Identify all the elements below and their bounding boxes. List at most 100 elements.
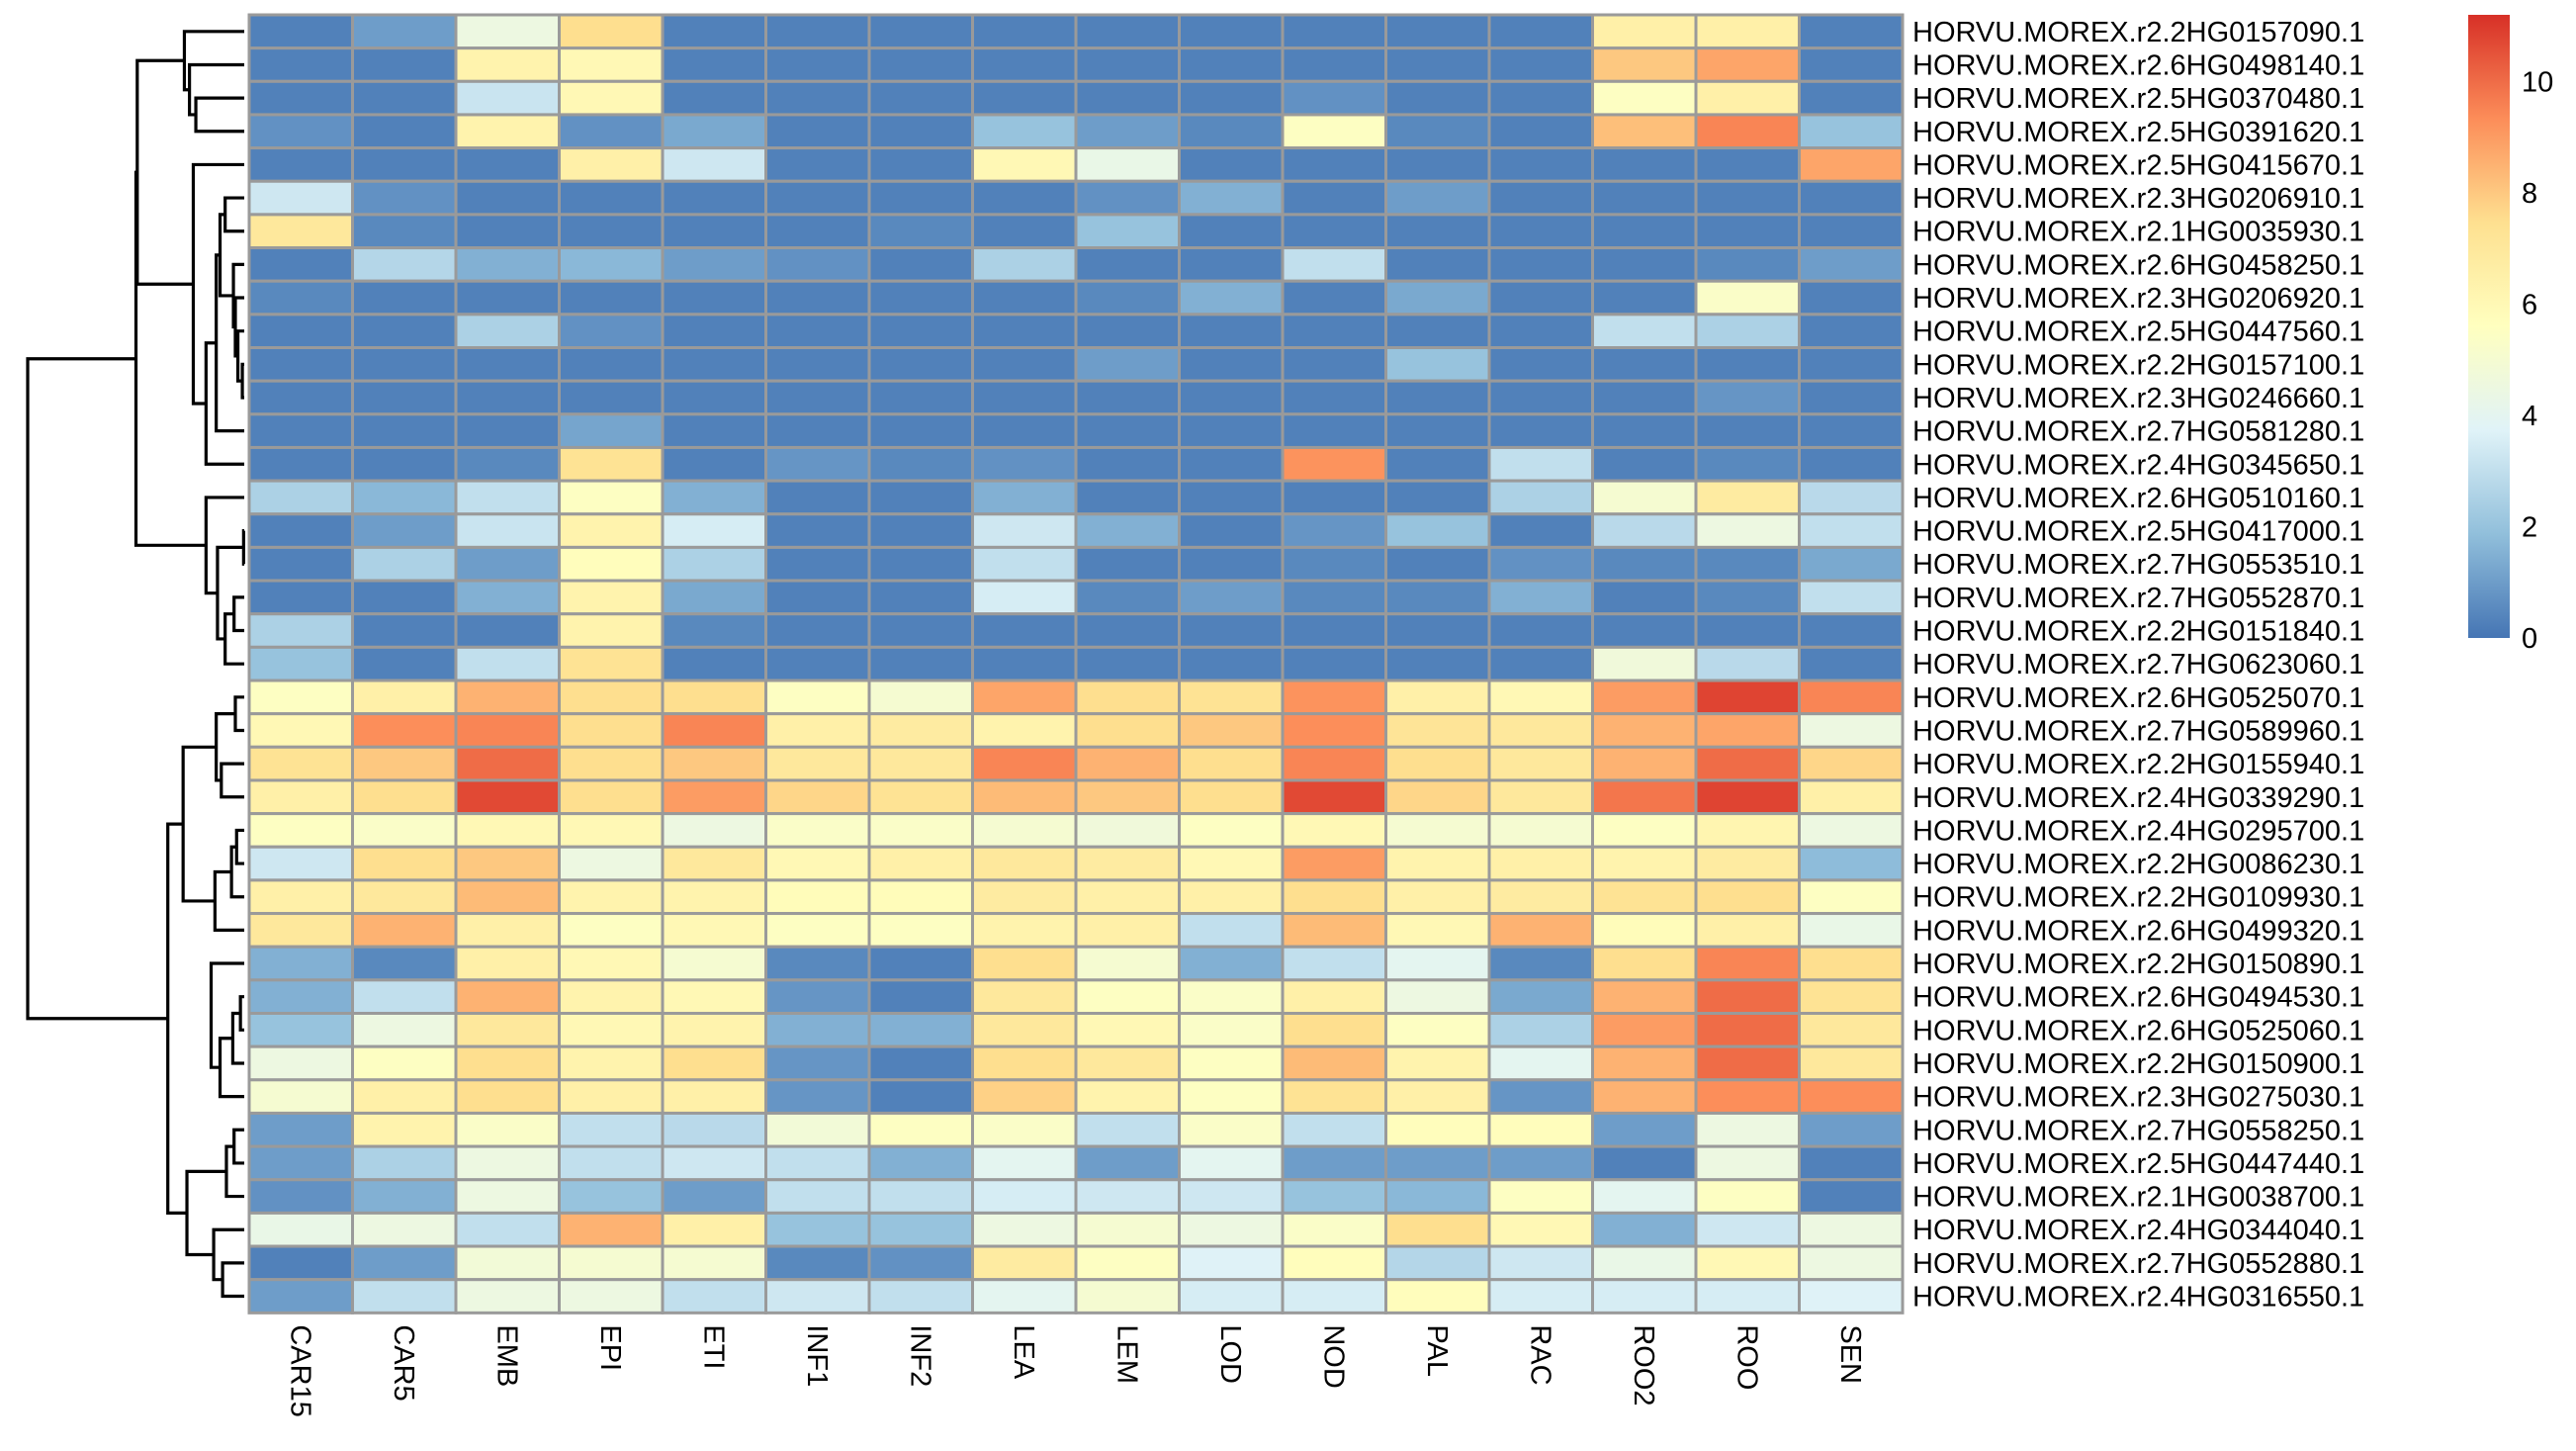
heatmap-cell [661, 113, 767, 150]
heatmap-cell [1074, 1178, 1181, 1215]
heatmap-cell [661, 978, 767, 1015]
heatmap-cell [1487, 379, 1594, 416]
heatmap-cell [351, 745, 458, 782]
heatmap-cell [558, 579, 665, 616]
heatmap-cell [1798, 1211, 1905, 1248]
column-label: CAR5 [388, 1324, 419, 1401]
heatmap-cell [661, 1144, 767, 1182]
heatmap-cell [247, 1111, 354, 1148]
heatmap-cell [1694, 146, 1801, 183]
heatmap-cell [247, 1244, 354, 1282]
colorbar-tick-label: 0 [2522, 623, 2537, 655]
heatmap-cell [558, 712, 665, 749]
heatmap-cell [1694, 1144, 1801, 1182]
heatmap-cell [1178, 313, 1285, 350]
column-label: SEN [1834, 1324, 1866, 1384]
heatmap-cell [247, 79, 354, 117]
heatmap-cell [351, 179, 458, 217]
heatmap-cell [1178, 1078, 1285, 1115]
heatmap-cell [247, 146, 354, 183]
heatmap-cell [1281, 912, 1387, 949]
heatmap-cell [1281, 945, 1387, 982]
heatmap-cell [1074, 246, 1181, 283]
heatmap-cell [454, 545, 561, 583]
heatmap-cell [764, 1012, 871, 1048]
heatmap-cell [1591, 945, 1698, 982]
column-labels: CAR15 CAR5 EMB EPI ETI INF1 INF2 LEA LEM LOD NOD PA… [284, 1324, 1866, 1417]
heatmap-cell [351, 113, 458, 150]
heatmap-cell [351, 645, 458, 682]
heatmap-cell [971, 645, 1078, 682]
heatmap-cell [764, 1144, 871, 1182]
heatmap-cell [867, 1144, 974, 1182]
heatmap-cell [661, 1244, 767, 1282]
heatmap-cell [454, 46, 561, 83]
row-label: HORVU.MOREX.r2.6HG0498140.1 [1912, 49, 2364, 81]
heatmap-cell [454, 512, 561, 549]
heatmap-cell [558, 412, 665, 449]
heatmap-cell [867, 479, 974, 516]
heatmap-cell [1384, 313, 1491, 350]
heatmap-cell [661, 745, 767, 782]
heatmap-cell [867, 945, 974, 982]
heatmap-cell [1591, 612, 1698, 649]
heatmap-cell [661, 46, 767, 83]
heatmap-cell [1487, 978, 1594, 1015]
heatmap-cell [1694, 79, 1801, 117]
heatmap-cell [1694, 1044, 1801, 1082]
dendrogram-branch [213, 869, 244, 932]
heatmap-cell [661, 79, 767, 117]
heatmap-cell [1798, 645, 1905, 682]
row-label: HORVU.MOREX.r2.2HG0109930.1 [1912, 882, 2364, 914]
heatmap-cell [1487, 445, 1594, 483]
heatmap-cell [1384, 912, 1491, 949]
heatmap-cell [1281, 778, 1387, 816]
heatmap-cell [764, 812, 871, 849]
row-label: HORVU.MOREX.r2.5HG0391620.1 [1912, 117, 2364, 148]
row-label: HORVU.MOREX.r2.2HG0086230.1 [1912, 849, 2364, 880]
heatmap-cell [1281, 679, 1387, 716]
heatmap-cell [1074, 1244, 1181, 1282]
heatmap-cell [661, 712, 767, 749]
heatmap-cell [867, 1211, 974, 1248]
heatmap-cell [1281, 1178, 1387, 1215]
heatmap-cell [351, 712, 458, 749]
heatmap-cell [1074, 745, 1181, 782]
heatmap-cell [867, 612, 974, 649]
heatmap-cell [1178, 712, 1285, 749]
dendrogram-branch [215, 712, 235, 782]
heatmap-cell [661, 13, 767, 50]
heatmap-cell [1798, 246, 1905, 283]
heatmap-cell [1798, 1278, 1905, 1315]
heatmap-cell [1694, 679, 1801, 716]
heatmap-cell [1178, 46, 1285, 83]
heatmap-cell [1694, 1244, 1801, 1282]
heatmap-cell [1384, 878, 1491, 916]
heatmap-cell [764, 445, 871, 483]
heatmap-cell [1694, 346, 1801, 383]
heatmap-cell [764, 745, 871, 782]
heatmap-cell [247, 412, 354, 449]
dendrogram-branch [218, 1037, 244, 1099]
heatmap-cell [247, 978, 354, 1015]
dendrogram-branch [229, 845, 244, 899]
heatmap-cell [1694, 778, 1801, 816]
row-label: HORVU.MOREX.r2.5HG0447560.1 [1912, 317, 2364, 348]
heatmap-cell [558, 512, 665, 549]
heatmap-cell [1384, 1044, 1491, 1082]
heatmap-cell [1798, 878, 1905, 916]
heatmap-cell [1591, 346, 1698, 383]
heatmap-cell [764, 1244, 871, 1282]
heatmap-cell [1384, 479, 1491, 516]
heatmap-cell [1281, 246, 1387, 283]
heatmap-cell [1074, 346, 1181, 383]
heatmap-cell [1591, 445, 1698, 483]
heatmap-cell [661, 1044, 767, 1082]
heatmap-cell [454, 13, 561, 50]
heatmap-cell [867, 179, 974, 217]
heatmap-cell [351, 246, 458, 283]
heatmap-cell [247, 1178, 354, 1215]
heatmap-cell [1074, 13, 1181, 50]
heatmap-cell [1694, 179, 1801, 217]
heatmap-cell [764, 1278, 871, 1315]
